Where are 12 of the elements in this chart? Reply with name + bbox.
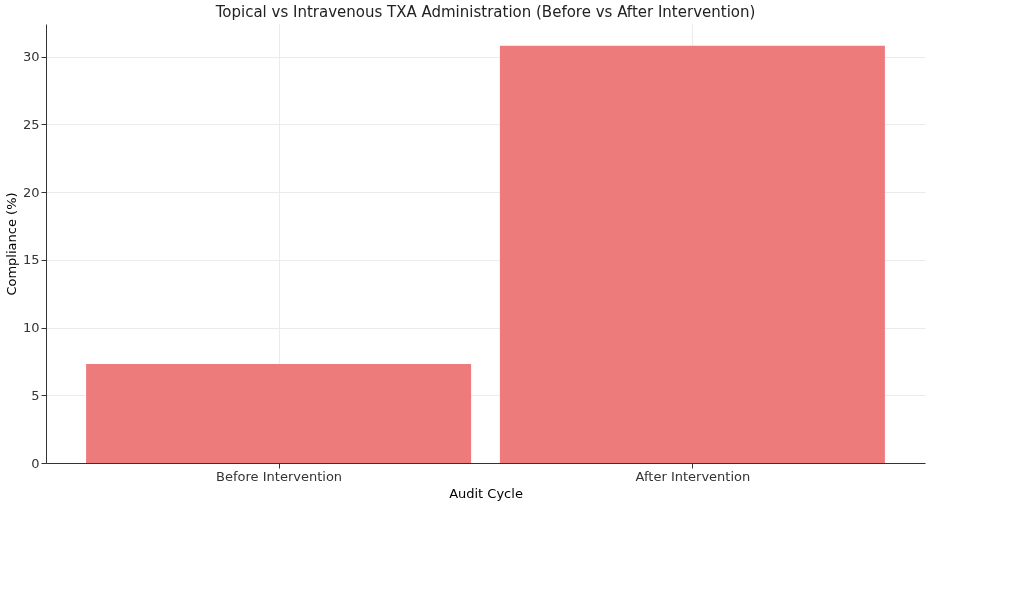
x-tick-label: After Intervention — [635, 468, 751, 484]
x-axis-title: Audit Cycle — [449, 485, 523, 501]
x-tick-label: Before Intervention — [216, 468, 343, 484]
y-tick-label: 20 — [22, 184, 40, 200]
y-tick-label: 25 — [22, 116, 40, 132]
y-axis-title: Compliance (%) — [3, 192, 19, 296]
y-tick-label: 30 — [22, 49, 40, 65]
y-tick-label: 15 — [22, 252, 40, 268]
y-tick-label: 0 — [31, 455, 40, 471]
y-tick-label: 10 — [22, 320, 40, 336]
y-tick-label: 5 — [31, 387, 40, 403]
chart-title: Topical vs Intravenous TXA Administration (Before vs After Intervention) — [214, 3, 756, 21]
